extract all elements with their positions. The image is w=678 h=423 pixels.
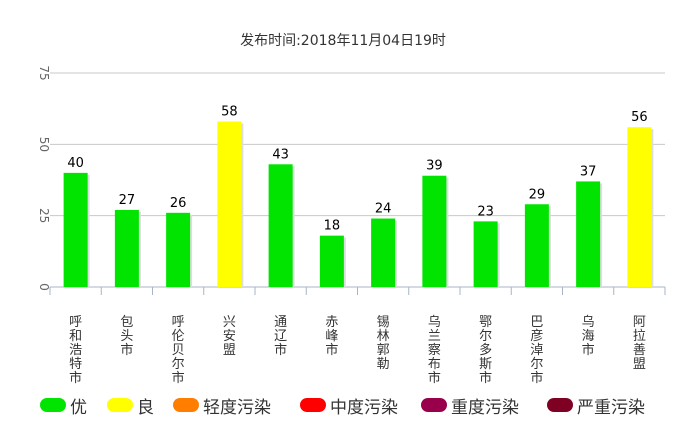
bar-10[interactable]	[576, 181, 601, 287]
data-label: 23	[477, 204, 494, 219]
data-labels: 40 27 26 58 43 18 24 39 23 29 37 56	[67, 105, 647, 234]
legend-swatch	[300, 398, 326, 412]
legend-label: 重度污染	[451, 397, 519, 418]
x-tick-label: 赤峰市	[325, 315, 338, 358]
bar-2[interactable]	[166, 212, 191, 287]
x-tick-label: 包头市	[120, 315, 133, 358]
x-tick-label: 呼和浩特市	[69, 315, 82, 386]
legend-item[interactable]: 优	[40, 392, 87, 418]
legend-label: 良	[137, 397, 154, 418]
bar-8[interactable]	[473, 221, 498, 287]
x-tick-label: 兴安盟	[223, 315, 236, 358]
grid-lines	[49, 72, 666, 295]
y-tick-label: 75	[37, 65, 51, 80]
bar-3[interactable]	[217, 121, 242, 287]
legend: 优 良 轻度污染 中度污染 重度污染 严重污染	[0, 392, 678, 418]
legend-item[interactable]: 中度污染	[300, 392, 398, 418]
legend-item[interactable]: 重度污染	[421, 392, 519, 418]
bar-9[interactable]	[524, 204, 549, 287]
x-tick-label: 乌兰察布市	[428, 314, 441, 386]
data-label: 40	[67, 156, 84, 171]
data-label: 18	[324, 219, 341, 234]
bar-11[interactable]	[627, 127, 652, 287]
data-label: 56	[631, 110, 648, 125]
x-tick-label: 阿拉善盟	[633, 315, 646, 372]
chart-title: 发布时间:2018年11月04日19时	[240, 33, 446, 49]
x-tick-label: 呼伦贝尔市	[172, 315, 185, 386]
legend-item[interactable]: 良	[107, 392, 154, 418]
y-tick-label: 0	[37, 283, 51, 291]
bar-7[interactable]	[422, 175, 447, 287]
data-label: 39	[426, 159, 443, 174]
legend-swatch	[40, 398, 66, 412]
y-axis-ticks: 0 25 50 75	[37, 65, 51, 290]
legend-swatch	[421, 398, 447, 412]
y-tick-label: 25	[37, 208, 51, 223]
bar-4[interactable]	[268, 164, 293, 287]
legend-label: 轻度污染	[203, 397, 271, 418]
x-axis-ticks: 呼和浩特市 包头市 呼伦贝尔市 兴安盟 通辽市 赤峰市 锡林郭勒 乌兰察布市 鄂尔多斯市 巴彦淖尔…	[69, 314, 646, 386]
legend-swatch	[173, 398, 199, 412]
x-tick-label: 乌海市	[582, 314, 595, 358]
bar-5[interactable]	[319, 235, 344, 287]
x-tick-label: 巴彦淖尔市	[530, 315, 543, 386]
data-label: 43	[272, 147, 289, 162]
legend-label: 优	[70, 397, 87, 418]
bar-1[interactable]	[114, 209, 139, 287]
x-tick-label: 锡林郭勒	[377, 315, 390, 372]
bars	[63, 121, 654, 287]
bar-0[interactable]	[63, 172, 88, 287]
legend-item[interactable]: 严重污染	[547, 392, 645, 418]
data-label: 24	[375, 202, 392, 217]
data-label: 37	[580, 164, 597, 179]
x-tick-label: 鄂尔多斯市	[479, 315, 492, 386]
legend-label: 严重污染	[577, 397, 645, 418]
bar-6[interactable]	[371, 218, 396, 287]
data-label: 27	[119, 193, 136, 208]
legend-item[interactable]: 轻度污染	[173, 392, 271, 418]
legend-swatch	[547, 398, 573, 412]
legend-label: 中度污染	[330, 397, 398, 418]
x-tick-label: 通辽市	[274, 315, 287, 358]
data-label: 58	[221, 105, 238, 120]
legend-swatch	[107, 398, 133, 412]
y-tick-label: 50	[37, 137, 51, 152]
data-label: 29	[529, 187, 546, 202]
data-label: 26	[170, 196, 187, 211]
